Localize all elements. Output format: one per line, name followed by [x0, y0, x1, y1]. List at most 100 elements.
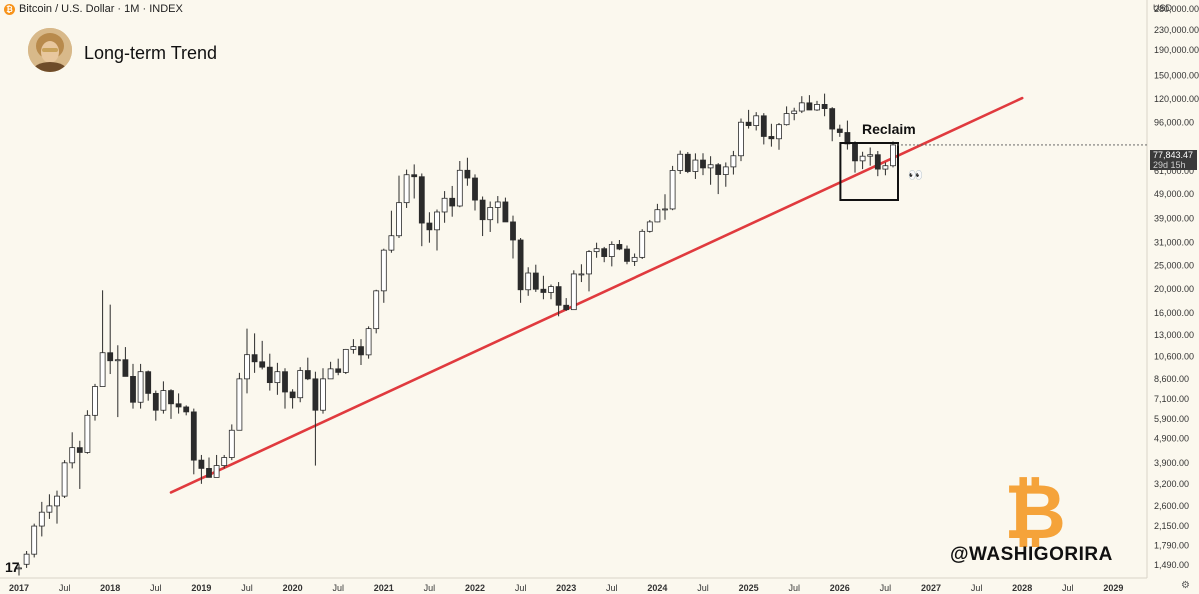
y-tick-label: 16,000.00 [1154, 308, 1194, 318]
candle-body [548, 286, 554, 293]
candle-body [776, 124, 782, 140]
y-tick-label: 25,000.00 [1154, 261, 1194, 271]
candle-body [190, 411, 197, 461]
candle-body [525, 272, 532, 291]
candle-body [654, 209, 661, 223]
candle-body [236, 378, 243, 431]
candle-body [707, 164, 714, 169]
candle-body [456, 169, 463, 207]
bitcoin-logo-watermark: ₿ [1004, 467, 1066, 556]
candle-body [836, 128, 843, 133]
candle-body [601, 248, 608, 257]
x-tick-label: 2021 [374, 583, 394, 593]
candle-body [829, 108, 836, 130]
candle-body [783, 113, 790, 126]
candle-body [464, 169, 471, 179]
settings-icon[interactable]: ⚙ [1181, 580, 1190, 591]
candle-body [31, 525, 38, 555]
candle-body [791, 110, 798, 114]
candle-body [145, 371, 152, 394]
candle-body [259, 361, 266, 368]
candle-body [487, 207, 494, 221]
candle-body [213, 465, 220, 478]
y-tick-label: 3,900.00 [1154, 458, 1189, 468]
y-tick-label: 10,600.00 [1154, 352, 1194, 362]
candle-body [130, 376, 136, 403]
last-price: 77,843.47 [1153, 150, 1194, 160]
candle-body [411, 174, 418, 178]
y-tick-label: 39,000.00 [1154, 213, 1194, 223]
x-tick-label: 2027 [921, 583, 941, 593]
x-tick-label: Jul [515, 583, 527, 593]
x-tick-label: 2025 [739, 583, 759, 593]
candle-body [320, 378, 326, 411]
candle-body [206, 468, 212, 478]
candle-body [198, 459, 205, 469]
candle-body [46, 505, 53, 513]
candle-body [616, 244, 623, 250]
candle-body [107, 352, 114, 362]
x-tick-label: Jul [606, 583, 618, 593]
y-tick-label: 8,600.00 [1154, 374, 1189, 384]
candle-body [23, 553, 30, 565]
y-tick-label: 13,000.00 [1154, 330, 1194, 340]
x-tick-label: Jul [697, 583, 709, 593]
x-tick-label: Jul [971, 583, 983, 593]
candle-body [867, 154, 874, 157]
candle-body [684, 153, 691, 172]
candle-body [882, 165, 889, 170]
candle-body [472, 177, 478, 201]
candle-body [274, 371, 281, 384]
candle-body [168, 390, 174, 405]
candle-body [700, 159, 706, 169]
candle-body [563, 304, 570, 311]
candle-body [396, 202, 402, 237]
candle-body [92, 386, 98, 416]
candle-body [251, 354, 258, 363]
x-tick-label: Jul [332, 583, 344, 593]
last-price-tag: 77,843.47 29d 15h [1150, 150, 1197, 170]
bitcoin-icon: ₿ [4, 3, 15, 15]
candle-body [852, 143, 858, 162]
candle-body [114, 359, 121, 362]
candle-body [358, 346, 364, 356]
candle-body [646, 221, 653, 232]
candle-body [221, 457, 228, 466]
candle-body [373, 290, 380, 330]
candle-body [669, 170, 676, 210]
candle-body [662, 208, 668, 211]
symbol-header[interactable]: ₿ Bitcoin / U.S. Dollar · 1M · INDEX [4, 2, 183, 16]
candle-body [16, 567, 22, 570]
y-tick-label: 5,900.00 [1154, 414, 1189, 424]
candle-body [38, 511, 45, 527]
currency-label[interactable]: USD [1153, 3, 1173, 13]
candle-body [449, 197, 456, 207]
candle-body [624, 248, 630, 262]
candle-body [335, 368, 342, 373]
candle-body [768, 136, 775, 140]
candle-body [532, 272, 539, 290]
reclaim-box [839, 142, 900, 201]
candle-body [874, 154, 881, 170]
candle-body [806, 102, 813, 111]
y-tick-label: 3,200.00 [1154, 479, 1189, 489]
candle-body [738, 121, 744, 157]
candle-body [183, 406, 190, 413]
candle-body [418, 176, 425, 224]
x-tick-label: Jul [788, 583, 800, 593]
x-tick-label: Jul [59, 583, 71, 593]
candle-body [753, 115, 760, 126]
y-tick-label: 120,000.00 [1154, 94, 1199, 104]
candle-body [722, 166, 729, 175]
y-tick-label: 1,790.00 [1154, 541, 1189, 551]
candle-body [608, 244, 615, 257]
candle-body [570, 273, 577, 311]
candle-body [69, 447, 76, 464]
candle-body [715, 164, 722, 175]
candle-body [152, 392, 159, 411]
candle-body [297, 370, 304, 399]
candle-body [494, 201, 501, 208]
tradingview-logo-icon[interactable]: 17 [5, 559, 20, 575]
